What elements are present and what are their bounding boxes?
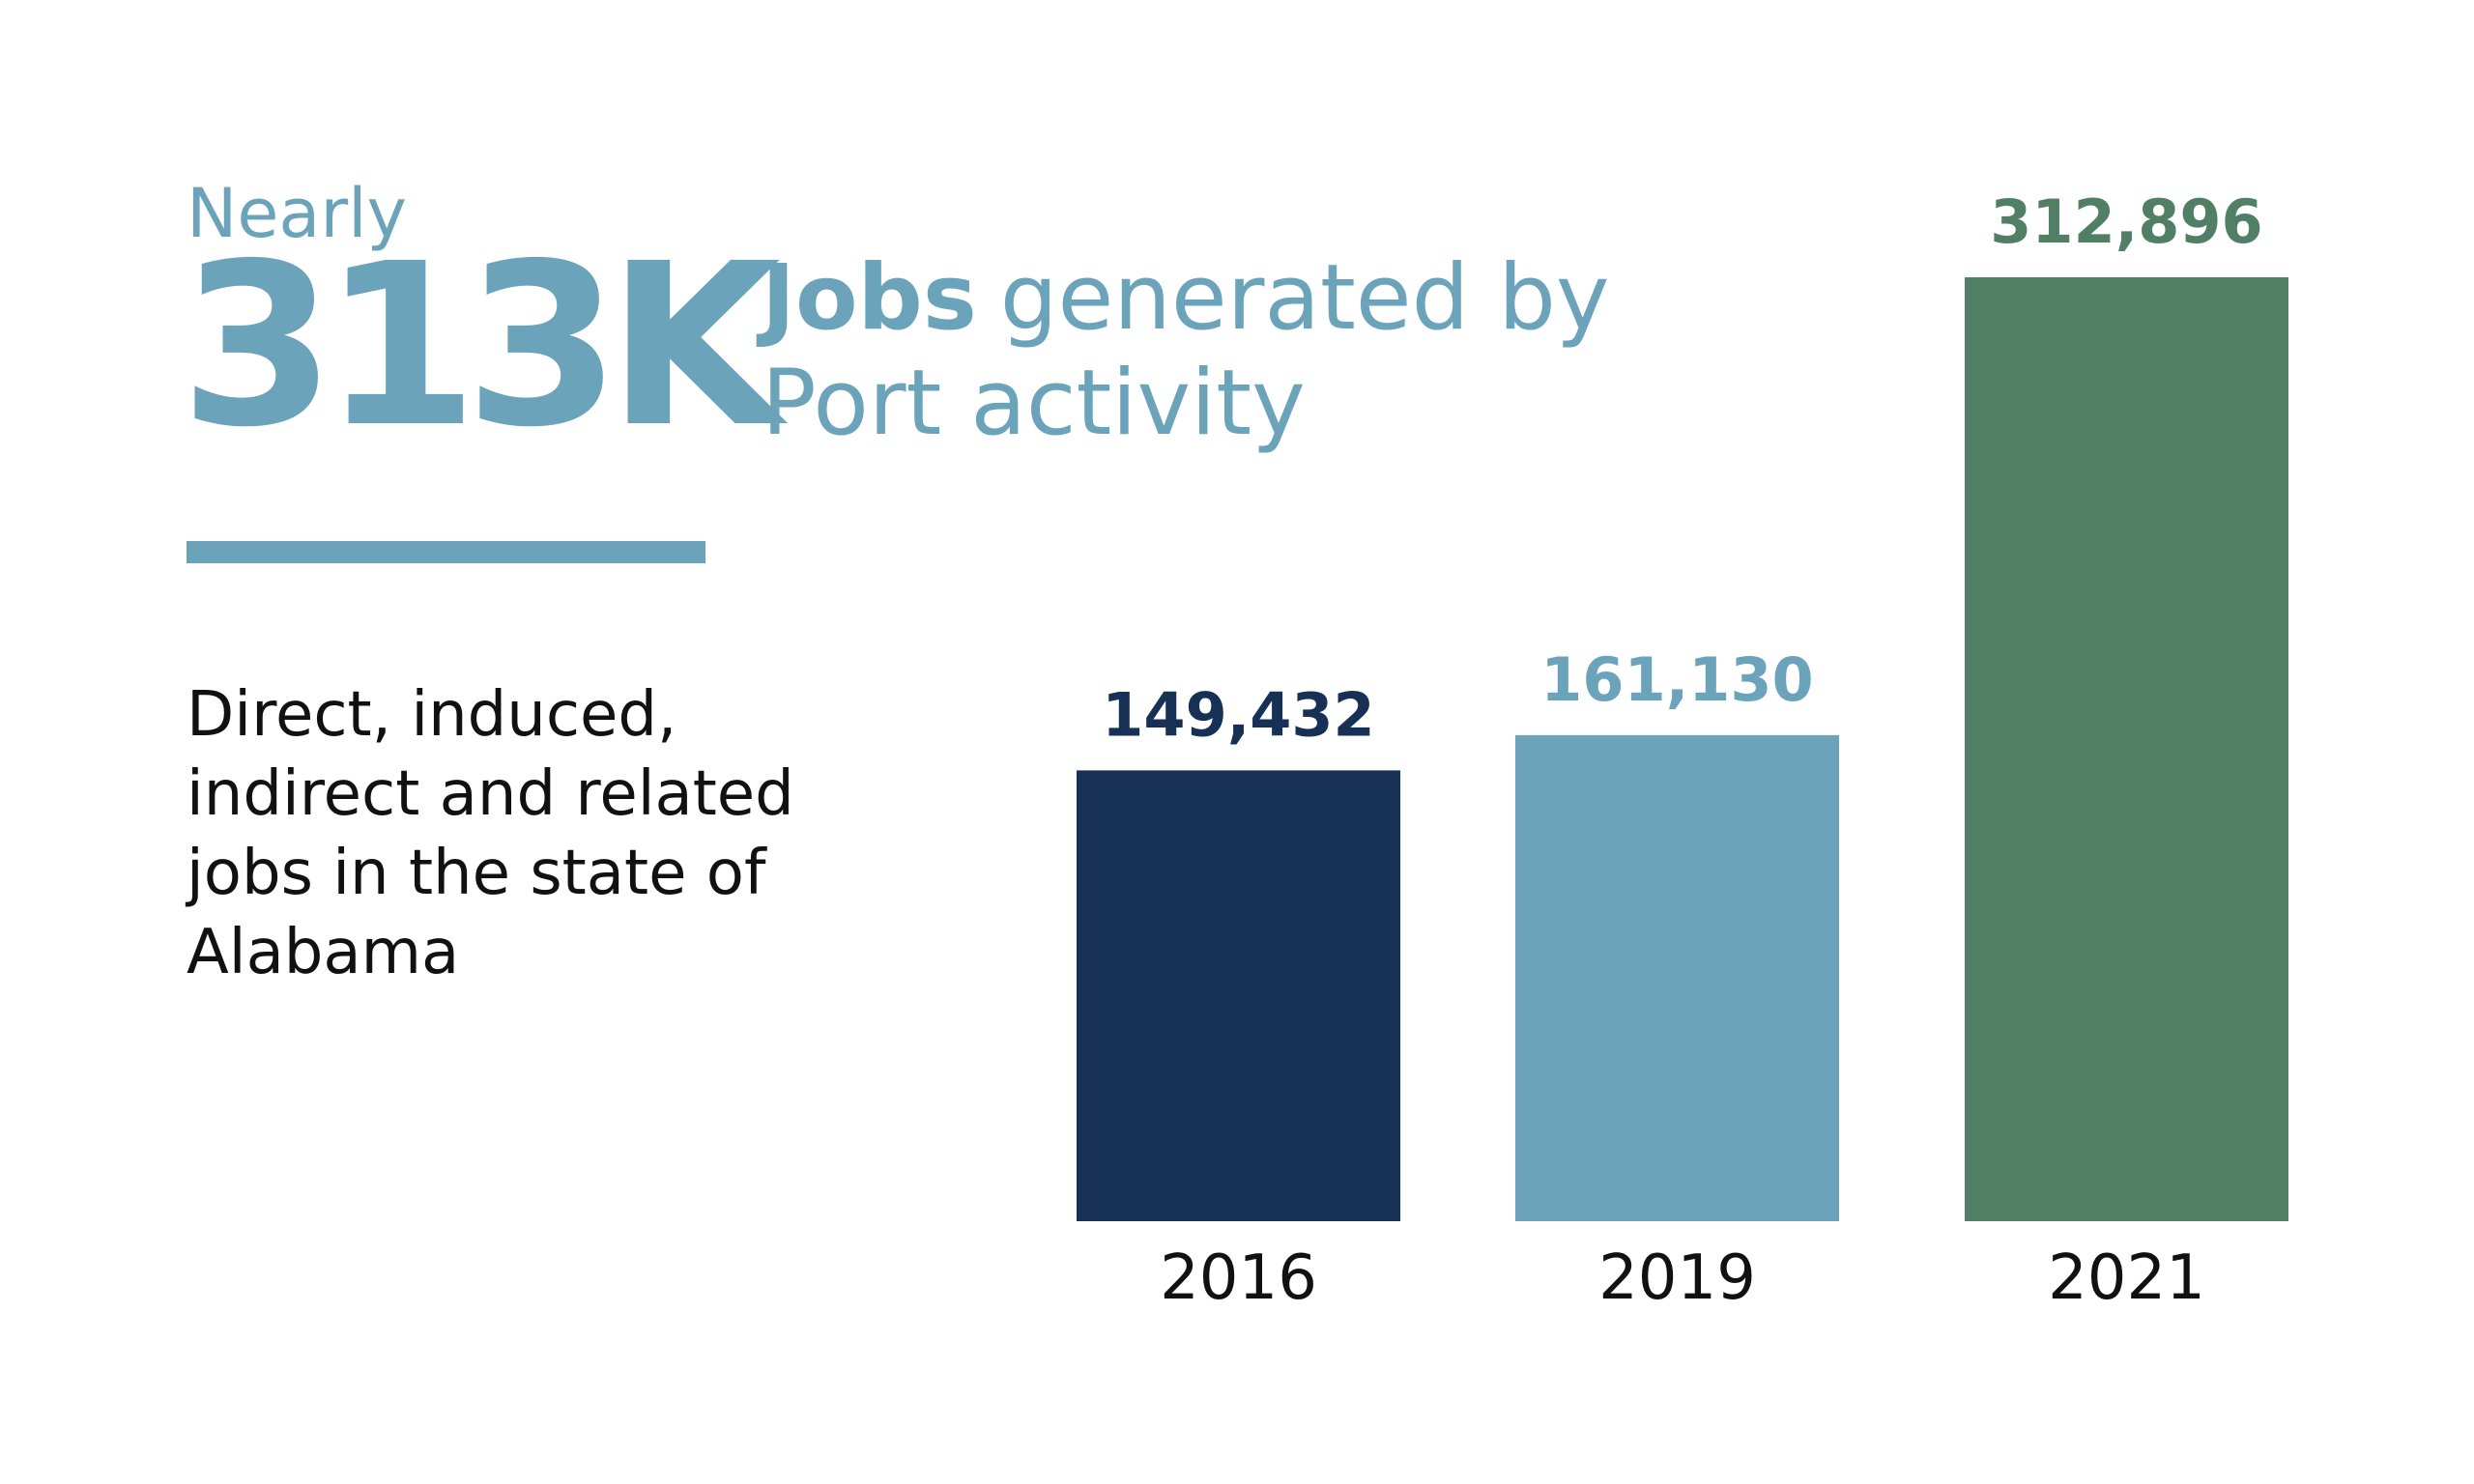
title-bold: Jobs (756, 245, 977, 351)
title-rest: generated by (1000, 245, 1610, 351)
bar (1077, 770, 1400, 1221)
bar (1515, 734, 1839, 1221)
value-label: 312,896 (1990, 186, 2262, 257)
divider (187, 541, 705, 563)
description-line: indirect and related (187, 758, 794, 830)
value-label: 149,432 (1102, 679, 1374, 750)
value-label: 161,130 (1540, 644, 1813, 715)
x-tick-label: 2021 (2048, 1242, 2205, 1314)
kicker: Nearly (187, 174, 407, 253)
bar (1965, 277, 2288, 1221)
description-line: jobs in the state of (185, 838, 767, 909)
title: Jobs generated by (756, 245, 1610, 351)
headline: 313K (180, 215, 788, 476)
description-line: Direct, induced, (187, 679, 676, 751)
x-tick-label: 2016 (1160, 1242, 1317, 1314)
title-line: Port activity (762, 351, 1306, 456)
x-tick-label: 2019 (1598, 1242, 1756, 1314)
description-line: Alabama (187, 917, 459, 988)
